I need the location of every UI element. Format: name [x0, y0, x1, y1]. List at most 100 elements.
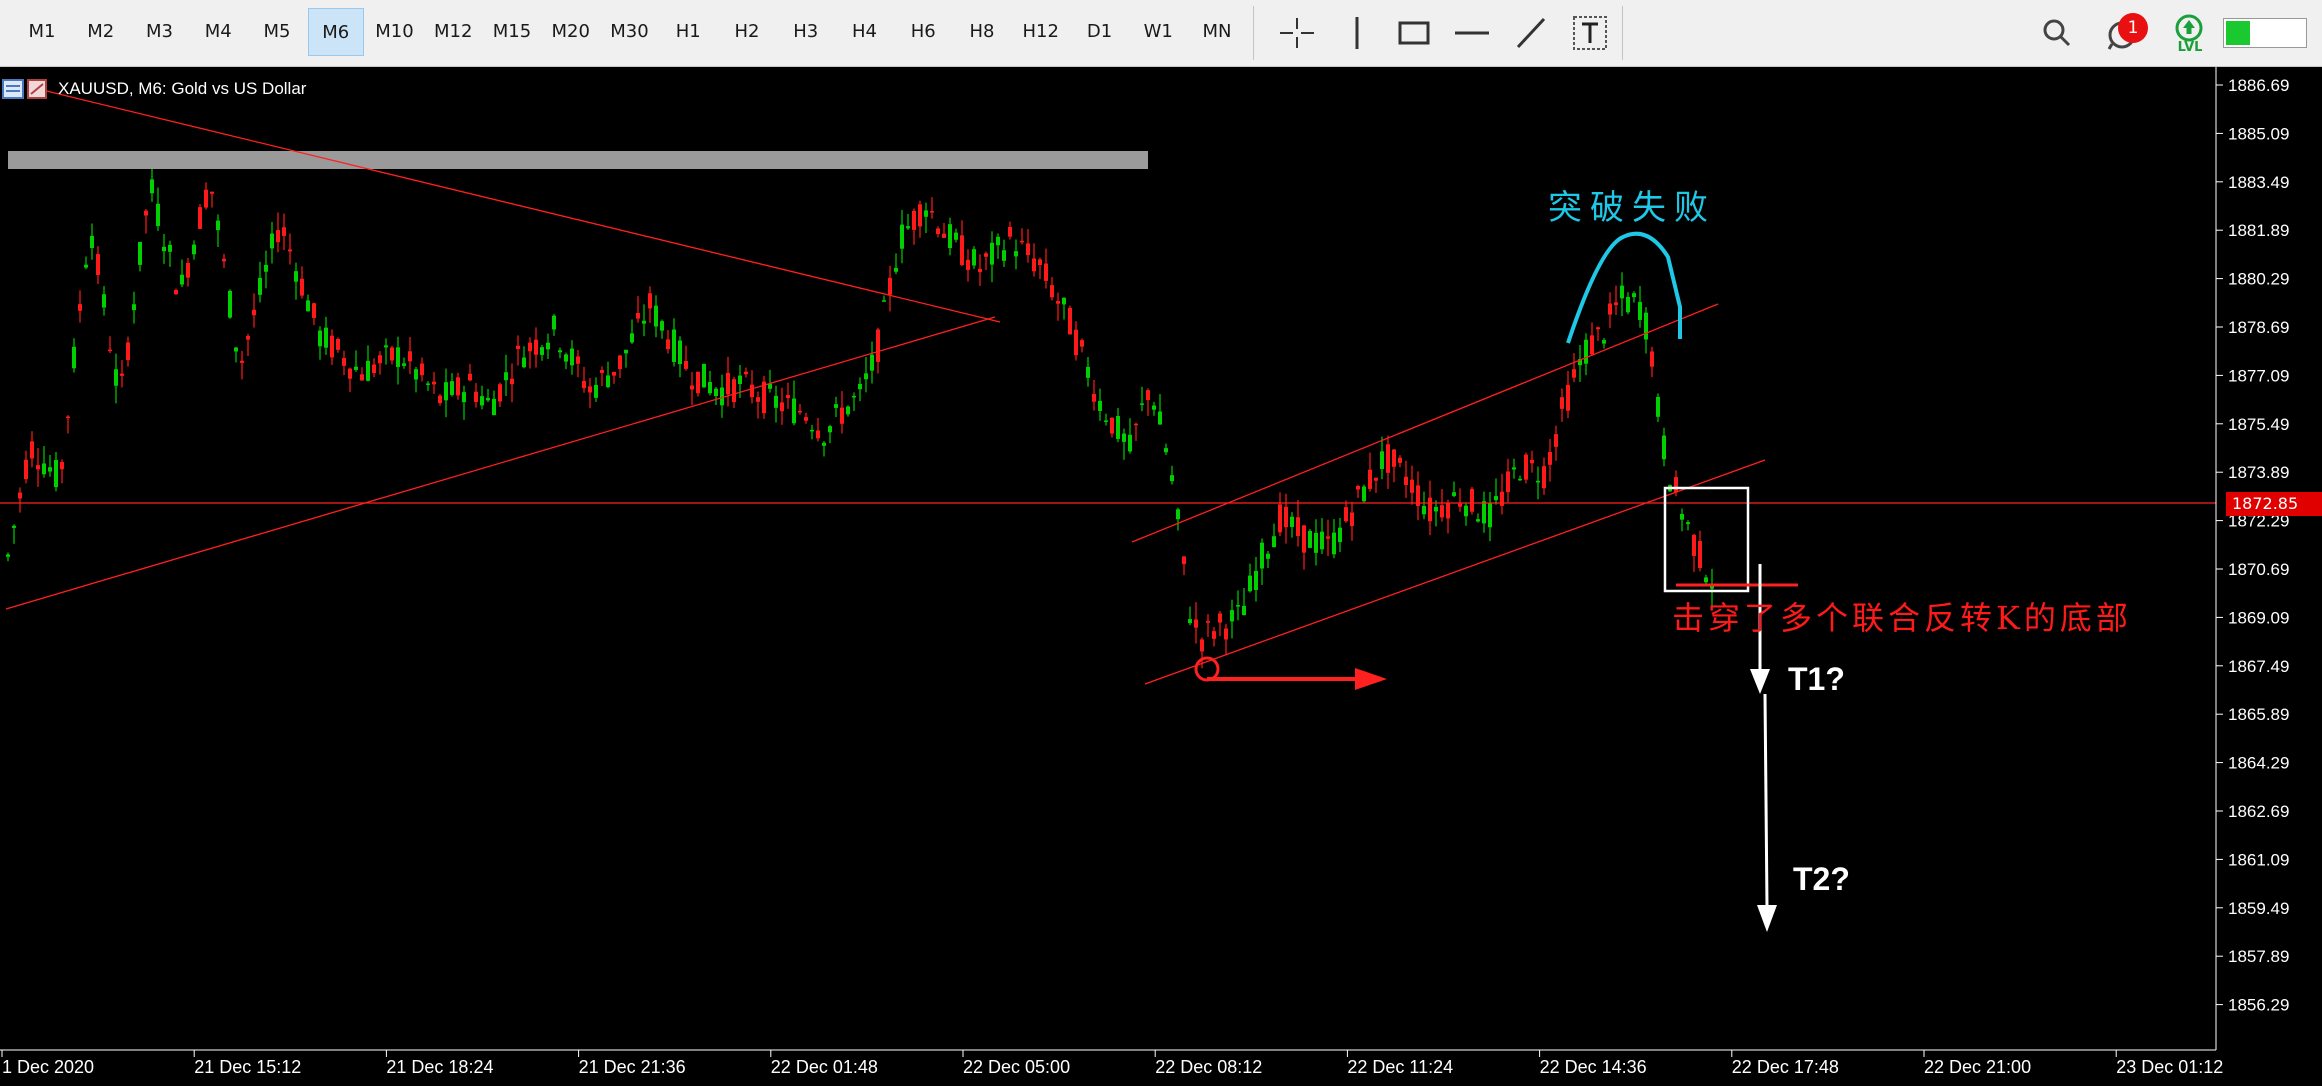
candle-body	[462, 392, 466, 403]
lvl-button[interactable]	[2168, 12, 2210, 54]
candlestick	[264, 250, 268, 289]
candlestick	[60, 459, 64, 484]
timeframe-m6-button[interactable]: M6	[307, 8, 364, 56]
candle-body	[1440, 505, 1444, 518]
candlestick	[270, 222, 274, 264]
pierced-bottom-label: 击穿了多个联合反转K的底部	[1672, 599, 2132, 637]
candle-body	[1284, 506, 1288, 528]
candlestick	[1632, 291, 1636, 303]
candlestick	[642, 304, 646, 337]
candlestick	[594, 377, 598, 402]
candlestick	[276, 212, 280, 253]
candle-body	[900, 224, 904, 249]
timeframe-h12-button[interactable]: H12	[1022, 21, 1059, 42]
candle-body	[1506, 471, 1510, 493]
timeframe-h6-button[interactable]: H6	[910, 21, 936, 42]
candle-body	[396, 347, 400, 368]
candle-body	[252, 309, 256, 316]
price-label: 1856.29	[2228, 996, 2289, 1015]
timeframe-m1-button[interactable]: M1	[28, 21, 56, 42]
candle-body	[60, 462, 64, 470]
candle-body	[1398, 457, 1402, 463]
candle-body	[1614, 302, 1618, 306]
candlestick	[1056, 292, 1060, 321]
candle-body	[1464, 505, 1468, 517]
candle-body	[996, 236, 1000, 246]
timeframe-h4-button[interactable]: H4	[852, 21, 877, 42]
candlestick	[480, 385, 484, 410]
candlestick	[972, 246, 976, 269]
candle-body	[732, 379, 736, 403]
candlestick	[300, 266, 304, 299]
candle-body	[246, 336, 250, 340]
candlestick	[1428, 480, 1432, 536]
timeframe-mn-button[interactable]: MN	[1202, 21, 1232, 42]
timeframe-m4-button[interactable]: M4	[204, 21, 232, 42]
vertical-line-tool-button[interactable]	[1336, 12, 1378, 54]
timeframe-m15-button[interactable]: M15	[492, 21, 532, 42]
candlestick	[1038, 257, 1042, 280]
candle-body	[858, 383, 862, 390]
candle-body	[1626, 296, 1630, 313]
timeframe-m10-button[interactable]: M10	[375, 21, 414, 42]
candle-body	[972, 249, 976, 266]
timeframe-m5-button[interactable]: M5	[263, 21, 291, 42]
timeframe-w1-button[interactable]: W1	[1143, 21, 1173, 42]
timeframe-h3-button[interactable]: H3	[793, 21, 819, 42]
timeframe-h8-button[interactable]: H8	[969, 21, 995, 42]
candlestick	[1014, 239, 1018, 270]
candle-body	[612, 371, 616, 376]
timeframe-m2-button[interactable]: M2	[87, 21, 115, 42]
candle-body	[720, 387, 724, 406]
candlestick	[636, 296, 640, 323]
candle-body	[768, 383, 772, 389]
timeframe-m20-button[interactable]: M20	[551, 21, 590, 42]
candle-body	[492, 398, 496, 416]
candle-body	[876, 329, 880, 362]
time-label: 22 Dec 11:24	[1347, 1057, 1453, 1077]
target2-arrow-head	[1757, 905, 1777, 932]
candle-body	[1374, 477, 1378, 481]
candle-body	[144, 210, 148, 216]
candle-body	[1428, 497, 1432, 522]
candle-body	[1056, 301, 1060, 304]
candlestick	[198, 204, 202, 229]
candlestick	[516, 335, 520, 366]
timeframe-m12-button[interactable]: M12	[434, 21, 473, 42]
candlestick	[660, 319, 664, 339]
timeframe-h2-button[interactable]: H2	[734, 21, 760, 42]
candlestick	[138, 241, 142, 272]
candlestick	[1506, 458, 1510, 503]
candlestick	[1218, 610, 1222, 637]
crosshair-tool-button[interactable]	[1276, 12, 1318, 54]
price-chart[interactable]: 突破失败 击穿了多个联合反转K的底部 T1? T2? 1886.69 1885.09 18…	[0, 67, 2322, 1086]
triangle-upper-trendline	[29, 86, 1001, 323]
candlestick	[948, 217, 952, 256]
candle-body	[1470, 488, 1474, 512]
text-tool-button[interactable]	[1569, 12, 1611, 54]
candlestick	[456, 372, 460, 400]
candlestick	[1122, 428, 1126, 460]
candle-body	[174, 289, 178, 295]
candle-body	[366, 360, 370, 381]
horizontal-line-tool-button[interactable]	[1451, 12, 1493, 54]
candle-body	[792, 398, 796, 424]
candlestick	[552, 314, 556, 336]
candle-body	[1098, 400, 1102, 411]
search-button[interactable]	[2036, 12, 2078, 54]
timeframe-m3-button[interactable]: M3	[146, 21, 173, 42]
candlestick	[372, 358, 376, 378]
candle-body	[1524, 454, 1528, 480]
candlestick	[96, 246, 100, 285]
candle-body	[702, 363, 706, 388]
rectangle-tool-button[interactable]	[1393, 12, 1435, 54]
timeframe-h1-button[interactable]: H1	[675, 21, 701, 42]
time-label: 1 Dec 2020	[2, 1057, 94, 1077]
candlestick	[1512, 458, 1516, 479]
candlestick	[84, 256, 88, 270]
timeframe-d1-button[interactable]: D1	[1086, 21, 1113, 42]
timeframe-m30-button[interactable]: M30	[610, 21, 649, 42]
candle-body	[1554, 434, 1558, 447]
trendline-tool-button[interactable]	[1510, 12, 1552, 54]
candlestick	[774, 385, 778, 423]
